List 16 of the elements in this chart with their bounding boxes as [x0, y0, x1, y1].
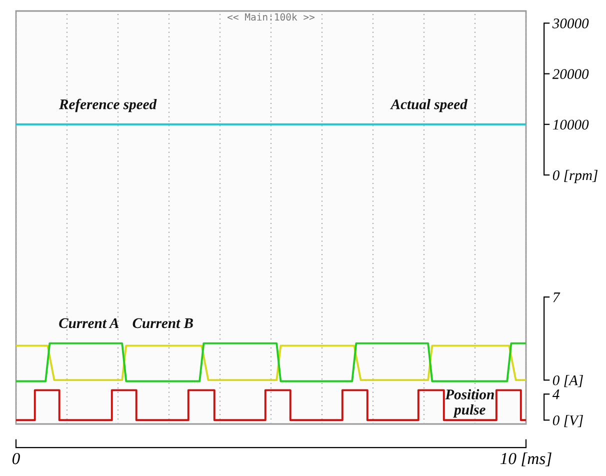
annotation: Position pulse	[445, 389, 494, 418]
annotation: Current B	[132, 318, 193, 328]
annotation: Actual speed	[390, 98, 468, 112]
y2-tick-label: 7	[553, 292, 560, 302]
y3-tick-label: 0 [V]	[552, 415, 583, 428]
annotation: << Main:100k >>	[228, 13, 314, 21]
y-tick-label: 10000	[552, 120, 589, 130]
y3-tick-label: 4	[552, 390, 560, 400]
annotation: Reference speed	[58, 98, 157, 112]
annotation: Current A	[59, 318, 119, 328]
y-tick-label: 30000	[552, 18, 589, 28]
x-tick-label: 0	[12, 452, 20, 464]
y-tick-label: 0 [rpm]	[552, 170, 598, 184]
x-tick-label: 10 [ms]	[500, 452, 552, 466]
y2-tick-label: 0 [A]	[552, 375, 583, 388]
y-tick-label: 20000	[552, 69, 589, 79]
